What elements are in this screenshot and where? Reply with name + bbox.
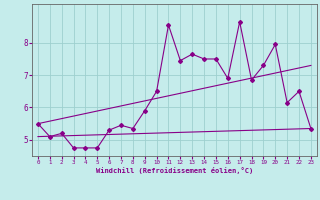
X-axis label: Windchill (Refroidissement éolien,°C): Windchill (Refroidissement éolien,°C) bbox=[96, 167, 253, 174]
